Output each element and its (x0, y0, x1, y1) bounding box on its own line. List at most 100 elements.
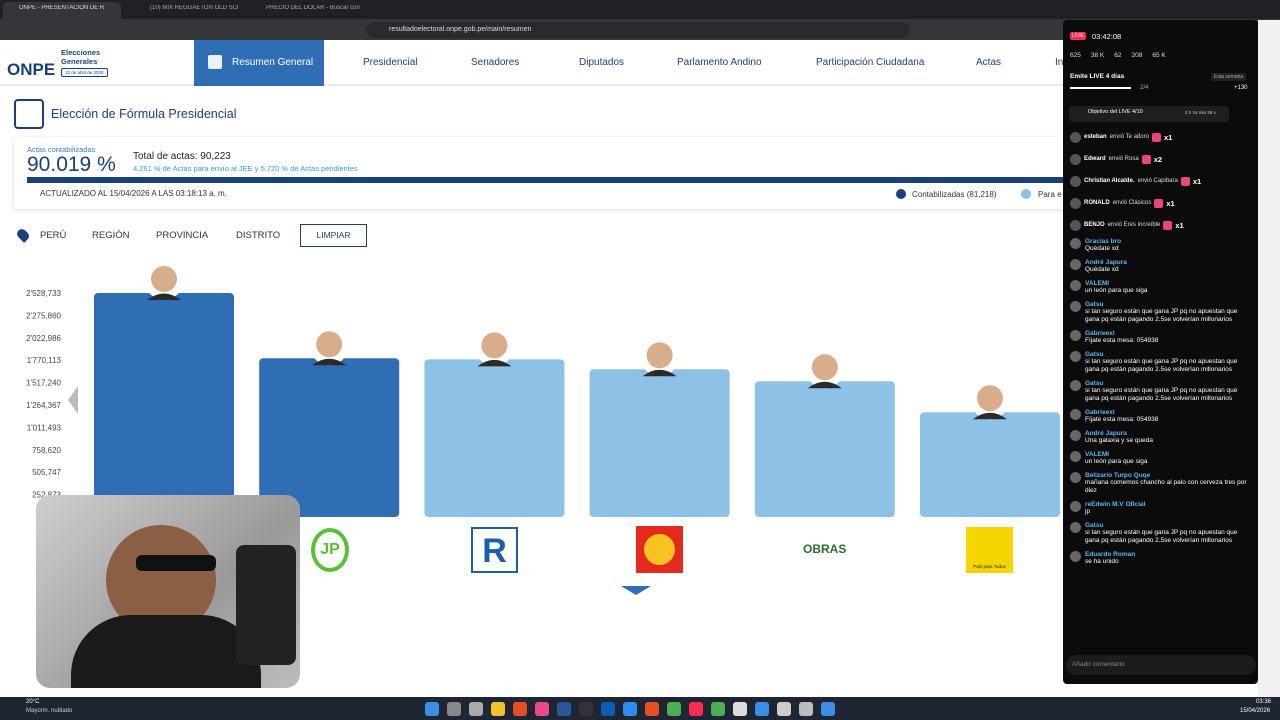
app-icon[interactable] (469, 702, 483, 716)
chat-text: mañana comemos chancho al palo con cerve… (1085, 479, 1247, 494)
app-icon[interactable] (579, 702, 593, 716)
filter[interactable]: DISTRITO (236, 230, 281, 241)
app-icon[interactable] (821, 702, 835, 716)
chat-user: Gatsu (1085, 351, 1104, 358)
comment-placeholder[interactable]: Añadir comentario (1072, 661, 1125, 668)
filter[interactable]: REGIÓN (92, 230, 130, 241)
nav-item[interactable]: Parlamento Andino (677, 57, 762, 68)
filter[interactable]: PROVINCIA (156, 230, 209, 241)
goal-box (1069, 106, 1229, 122)
gift-icon (1151, 132, 1161, 142)
gift-user: BENJO (1084, 222, 1105, 228)
live-panel (1063, 20, 1258, 684)
url[interactable]: resultadoelectoral.onpe.gob.pe/main/resu… (389, 26, 532, 33)
nav-item[interactable]: Presidencial (363, 57, 418, 68)
filter[interactable]: PERÚ (40, 230, 67, 241)
nav-item[interactable]: Resumen General (232, 57, 314, 68)
tab-title[interactable]: ONPE - PRESENTACIÓN DE RES (19, 5, 104, 11)
app-icon[interactable] (557, 702, 571, 716)
chat-body: Belizario Turpo Quqe mañana comemos chanc… (1085, 472, 1252, 495)
chat-row: Gatsu si tan seguro están que gana JP pq … (1070, 301, 1252, 324)
candidate-face (811, 354, 838, 381)
clock: 03:36 (1256, 699, 1272, 705)
active-tab[interactable] (3, 2, 121, 19)
nav-item[interactable]: In (1055, 57, 1064, 68)
election-date: 12 de abril de 2026 (61, 68, 108, 77)
party-logo: OBRAS (803, 542, 847, 556)
app-icon[interactable] (447, 702, 461, 716)
app-icon[interactable] (645, 702, 659, 716)
avatar (1070, 197, 1081, 209)
app-icon[interactable] (425, 702, 439, 716)
app-icon[interactable] (623, 702, 637, 716)
address-bar[interactable] (366, 22, 910, 38)
nav-item[interactable]: Diputados (579, 57, 625, 68)
avatar (1070, 219, 1081, 231)
bar (424, 359, 565, 517)
bar (589, 369, 730, 517)
nav-item[interactable]: Participación Ciudadana (816, 57, 925, 68)
gift-icon (1180, 176, 1190, 186)
chat-row: Eduardo Roman se ha unido (1070, 551, 1252, 566)
chat-text: un león para que siga (1085, 287, 1148, 294)
y-tick-label: 1'770,113 (27, 356, 62, 365)
stat: 208 (1131, 52, 1143, 59)
gift-count: x2 (1153, 154, 1163, 164)
avatar (1070, 153, 1081, 165)
chat-row: Gatsu si tan seguro están que gana JP pq … (1070, 522, 1252, 545)
clear-button[interactable]: LIMPIAR (300, 224, 367, 247)
app-icon[interactable] (513, 702, 527, 716)
gift-icon (1154, 198, 1164, 208)
chat-row: Gabrieexl Fíjate esta mesa: 054938 (1070, 409, 1252, 424)
actas-note: 4.261 % de Actas para envío al JEE y 5.7… (133, 164, 358, 173)
app-icon[interactable] (733, 702, 747, 716)
site-header (0, 40, 1063, 86)
chat-user: Eduardo Roman (1085, 551, 1136, 558)
gift-text: envió Eres increíble (1107, 222, 1161, 228)
gift-row: BENJO envió Eres increíble x1 (1070, 214, 1255, 234)
stat: 62 (1114, 52, 1122, 59)
app-icon[interactable] (689, 702, 703, 716)
taskbar-icons (425, 702, 865, 716)
gift-text: envió Rosa (1108, 156, 1139, 162)
chat-user: André Japura (1085, 259, 1127, 266)
app-icon[interactable] (601, 702, 615, 716)
app-icon[interactable] (711, 702, 725, 716)
summary-card (14, 137, 1063, 209)
app-icon[interactable] (535, 702, 549, 716)
app-icon[interactable] (799, 702, 813, 716)
app-icon[interactable] (667, 702, 681, 716)
chat-user: Gatsu (1085, 301, 1104, 308)
app-icon[interactable] (491, 702, 505, 716)
app-icon[interactable] (755, 702, 769, 716)
legend-swatch (896, 189, 906, 199)
chat-body: Gabrieexl Fíjate esta mesa: 054938 (1085, 409, 1252, 424)
tab-title[interactable]: (10) MIX REGGAETON OLD SCH (150, 5, 238, 11)
chat-user: Gatsu (1085, 522, 1104, 529)
chat-user: Gabrieexl (1085, 409, 1115, 416)
nav-arrow-down (621, 586, 651, 595)
chat-text: si tan seguro están que gana JP pq no ap… (1085, 308, 1238, 323)
y-tick-label: 505,747 (32, 468, 61, 477)
nav-item[interactable]: Actas (976, 57, 1002, 68)
chat-body: André Japura Quédate xd (1085, 259, 1252, 274)
comment-input[interactable] (1066, 655, 1256, 675)
nav-item[interactable]: Senadores (471, 57, 520, 68)
candidate-suit (312, 358, 347, 366)
y-tick-label: 1'011,493 (27, 423, 62, 432)
y-tick-label: 2'528,733 (26, 289, 61, 298)
logo[interactable]: ONPE (7, 60, 56, 79)
week: Esta semana (1211, 73, 1247, 81)
chat-row: André Japura Quédate xd (1070, 259, 1252, 274)
chat-text: Quédate xd (1085, 266, 1119, 273)
avatar (1070, 522, 1081, 533)
chat-user: reEdwin M.V Oficial (1085, 501, 1146, 508)
nav-arrow-left (68, 386, 78, 414)
chat-text: Fíjate esta mesa: 054938 (1085, 416, 1159, 423)
legend-swatch (1021, 189, 1031, 199)
tab-title[interactable]: PRECIO DEL DOLAR - Buscar con Go (266, 5, 362, 11)
party-logo: JP (311, 528, 349, 572)
app-icon[interactable] (777, 702, 791, 716)
chat-user: Belizario Turpo Quqe (1085, 472, 1151, 479)
chat-row: VALEMI un león para que siga (1070, 451, 1252, 466)
